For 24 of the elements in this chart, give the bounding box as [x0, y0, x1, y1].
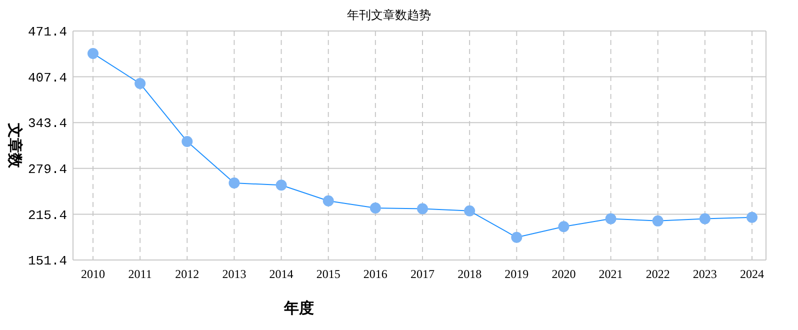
x-tick-label: 2022: [646, 267, 670, 281]
y-tick-label: 471.4: [28, 24, 68, 40]
y-tick-label: 151.4: [28, 254, 68, 269]
x-tick-label: 2013: [222, 267, 246, 281]
x-tick-label: 2017: [410, 267, 434, 281]
y-axis-title: 文章数: [6, 122, 24, 169]
x-tick-label: 2024: [740, 267, 764, 281]
y-tick-label: 215.4: [28, 208, 68, 223]
x-tick-label: 2012: [175, 267, 200, 281]
x-tick-label: 2018: [458, 267, 482, 281]
y-tick-label: 279.4: [28, 162, 68, 177]
x-tick-label: 2020: [552, 267, 576, 281]
x-tick-label: 2021: [598, 267, 623, 281]
y-tick-label: 343.4: [28, 116, 68, 132]
x-tick-label: 2019: [504, 267, 529, 281]
chart-title: 年刊文章数趋势: [347, 8, 431, 22]
y-tick-label: 407.4: [28, 70, 68, 86]
x-tick-label: 2016: [363, 267, 388, 281]
x-tick-label: 2023: [692, 267, 717, 281]
x-tick-label: 2010: [81, 267, 105, 281]
x-tick-label: 2014: [269, 267, 294, 281]
x-tick-label: 2011: [128, 267, 152, 281]
x-tick-label: 2015: [316, 267, 340, 281]
x-axis-title: 年度: [283, 299, 314, 317]
